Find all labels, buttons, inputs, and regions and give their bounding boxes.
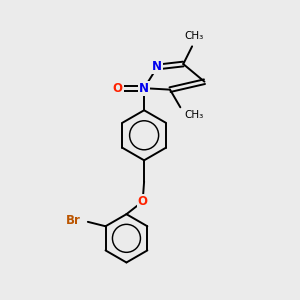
Text: O: O bbox=[112, 82, 123, 95]
Text: O: O bbox=[138, 195, 148, 208]
Text: Br: Br bbox=[66, 214, 80, 227]
Text: N: N bbox=[152, 61, 162, 74]
Text: CH₃: CH₃ bbox=[184, 31, 203, 41]
Text: N: N bbox=[139, 82, 149, 95]
Text: CH₃: CH₃ bbox=[185, 110, 204, 120]
